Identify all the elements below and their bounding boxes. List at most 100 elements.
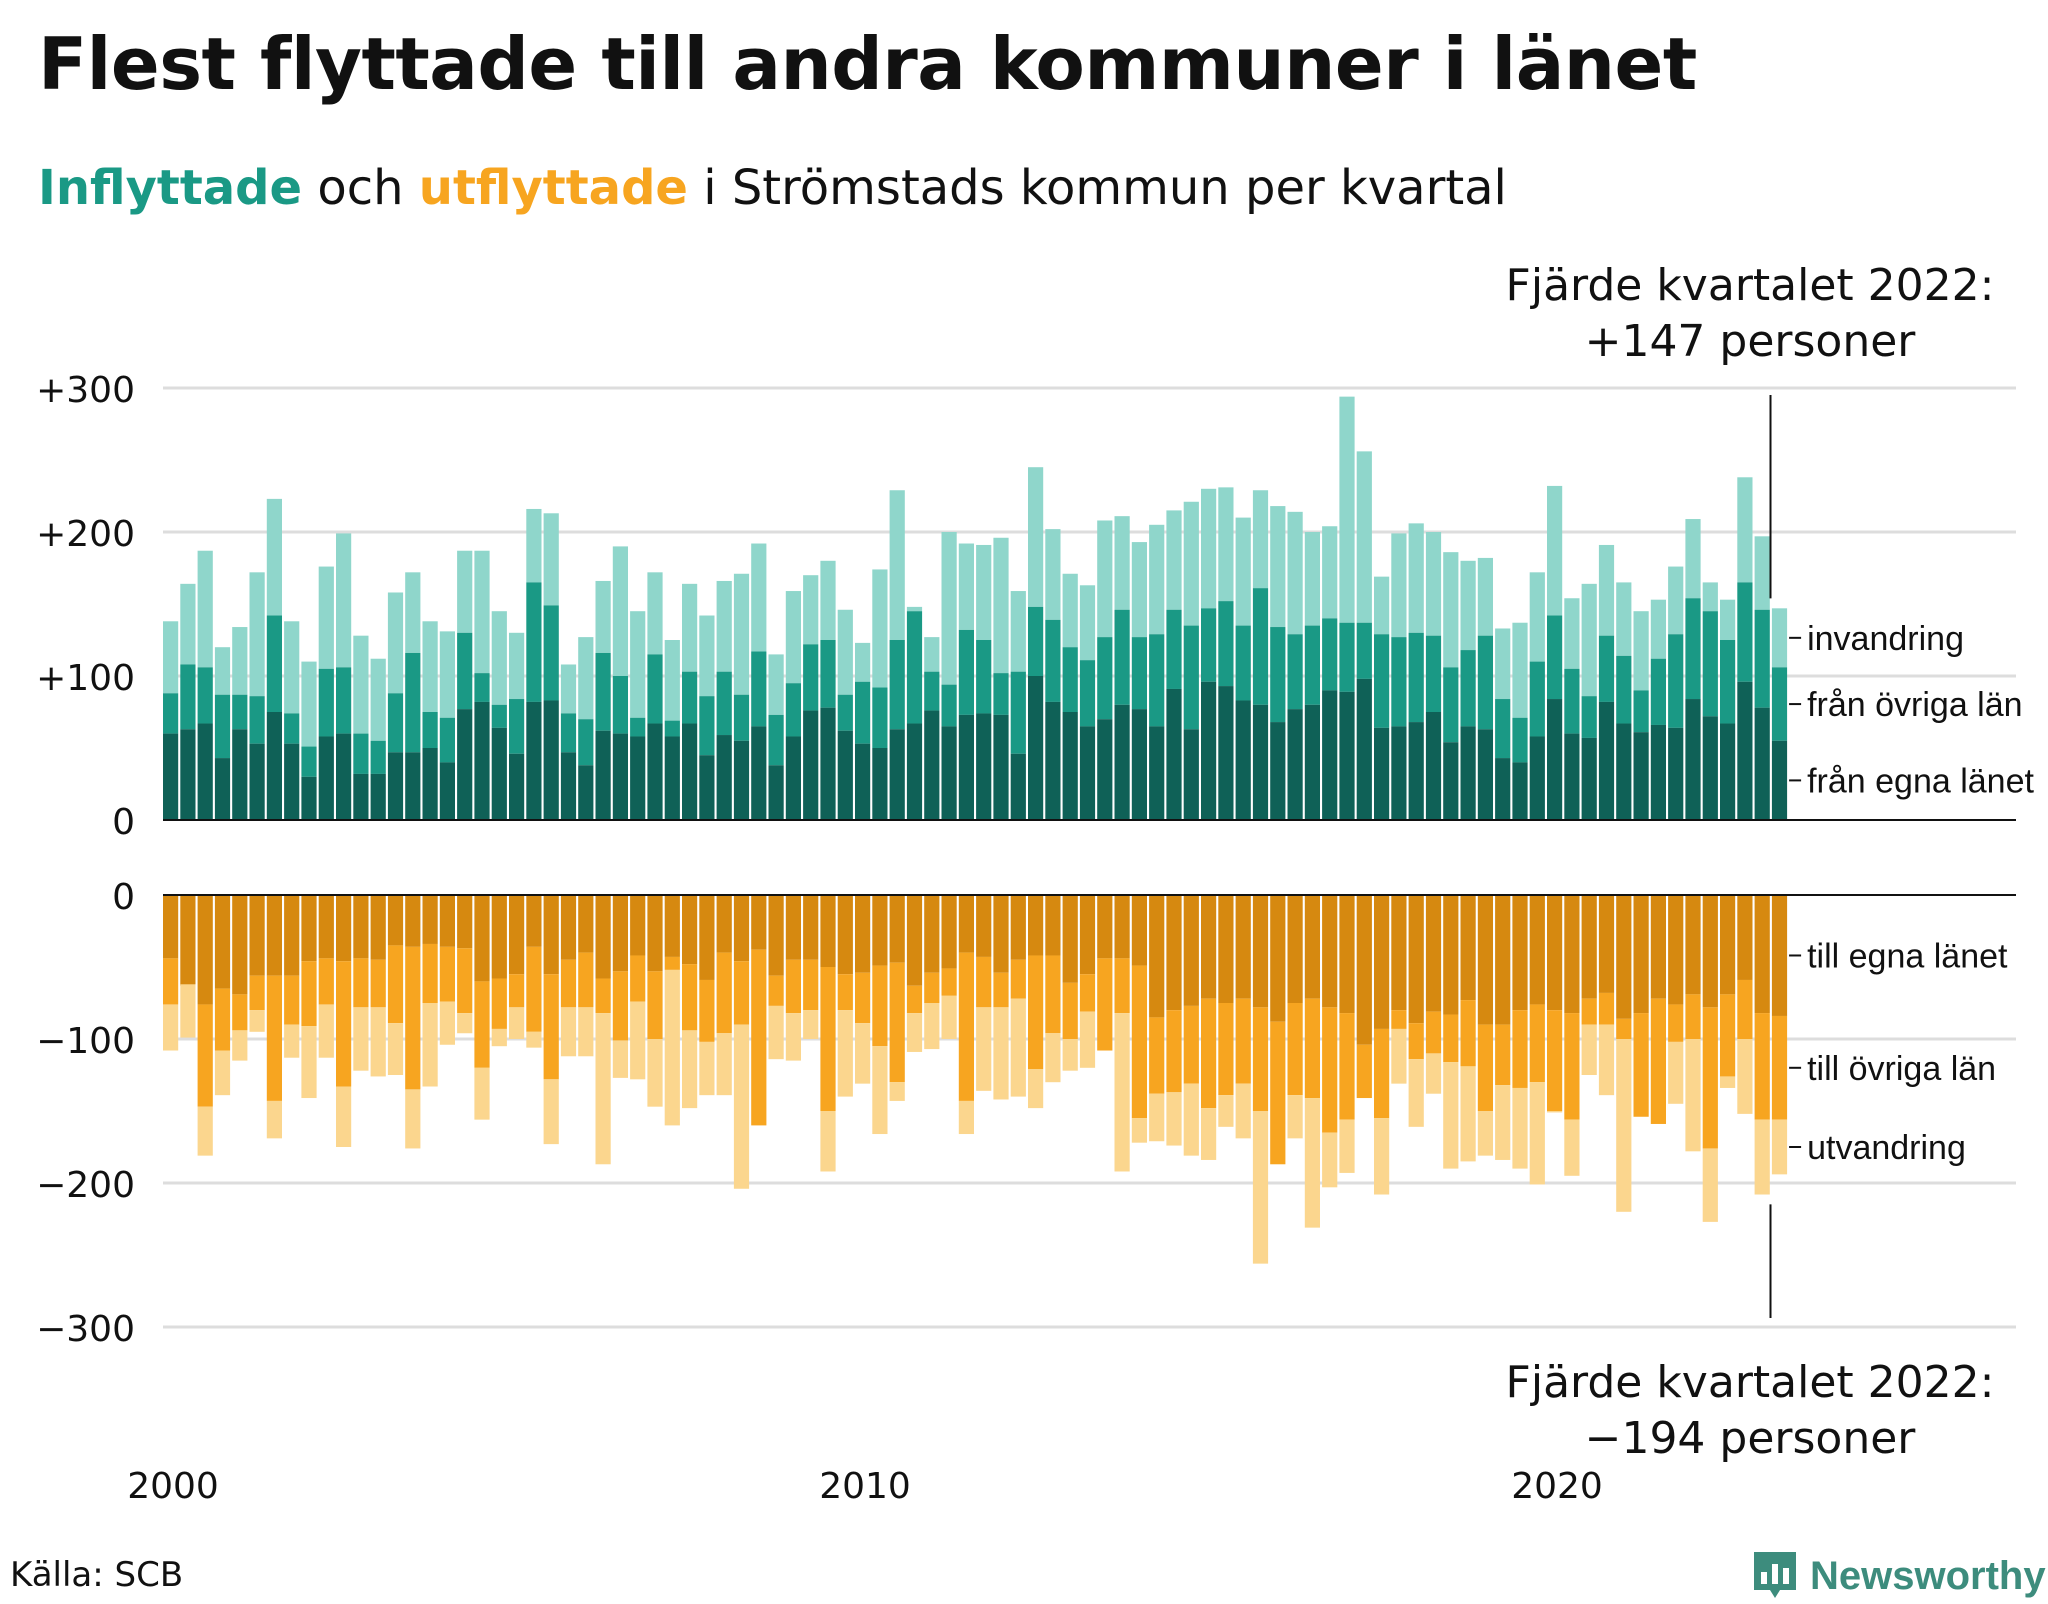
bar-till-egna-lanet (526, 895, 542, 947)
bar-till-ovriga-lan (1616, 1018, 1632, 1039)
bar-till-ovriga-lan (336, 961, 352, 1087)
bar-fran-egna-lanet (837, 730, 853, 820)
bar-invandring (820, 560, 836, 640)
bar-fran-egna-lanet (1581, 737, 1597, 820)
bar-fran-ovriga-lan (1771, 667, 1788, 741)
bar-till-ovriga-lan (232, 994, 248, 1031)
bar-till-ovriga-lan (560, 959, 577, 1008)
bar-till-egna-lanet (1010, 895, 1026, 960)
bar-fran-ovriga-lan (197, 667, 213, 724)
bar-till-ovriga-lan (578, 952, 594, 1008)
bar-till-ovriga-lan (1270, 1021, 1286, 1165)
bar-till-egna-lanet (1754, 895, 1770, 1014)
bar-utvandring (1771, 1119, 1788, 1175)
bar-till-ovriga-lan (1771, 1015, 1788, 1120)
bar-till-egna-lanet (1339, 895, 1355, 1014)
bar-fran-ovriga-lan (889, 640, 905, 730)
bar-till-ovriga-lan (526, 946, 542, 1032)
bar-till-egna-lanet (457, 895, 473, 949)
bar-till-egna-lanet (1443, 895, 1459, 1015)
bar-till-ovriga-lan (855, 972, 871, 1024)
bar-fran-egna-lanet (1287, 709, 1303, 820)
bar-till-ovriga-lan (837, 974, 853, 1011)
bar-till-egna-lanet (474, 895, 490, 982)
bar-fran-egna-lanet (526, 701, 542, 820)
bar-utvandring (1166, 1092, 1182, 1146)
bar-fran-egna-lanet (457, 709, 473, 820)
bar-utvandring (820, 1111, 836, 1172)
bar-fran-egna-lanet (1685, 699, 1701, 820)
bar-utvandring (1754, 1119, 1770, 1195)
y-tick-label: +200 (36, 514, 135, 555)
chart-title: Flest flyttade till andra kommuner i län… (38, 22, 1697, 106)
bar-till-ovriga-lan (976, 956, 992, 1008)
bar-fran-egna-lanet (872, 748, 888, 820)
bar-fran-egna-lanet (266, 712, 282, 820)
bar-till-egna-lanet (630, 895, 646, 956)
bar-fran-egna-lanet (1270, 722, 1286, 820)
bar-invandring (284, 621, 300, 714)
bar-till-egna-lanet (820, 895, 836, 967)
bar-utvandring (249, 1010, 265, 1032)
bar-till-egna-lanet (1252, 895, 1269, 1008)
bar-utvandring (1183, 1083, 1199, 1156)
bar-fran-egna-lanet (249, 743, 265, 820)
bar-utvandring (906, 1013, 923, 1052)
bar-fran-egna-lanet (1149, 726, 1165, 820)
bar-fran-egna-lanet (1183, 729, 1199, 820)
bar-fran-egna-lanet (1633, 732, 1649, 820)
bar-utvandring (872, 1046, 888, 1135)
bar-invandring (387, 592, 404, 694)
bar-fran-egna-lanet (474, 701, 490, 820)
newsworthy-logo[interactable]: Newsworthy (1750, 1548, 2046, 1604)
bar-invandring (906, 606, 923, 612)
bar-utvandring (1218, 1095, 1234, 1127)
bar-invandring (1512, 622, 1528, 718)
bar-invandring (180, 583, 196, 665)
bar-fran-ovriga-lan (1598, 635, 1615, 702)
bar-invandring (941, 532, 957, 685)
bar-fran-egna-lanet (232, 729, 248, 820)
bar-invandring (699, 615, 715, 697)
bar-till-ovriga-lan (1598, 992, 1615, 1025)
bar-utvandring (163, 1004, 179, 1051)
bar-utvandring (1495, 1085, 1511, 1160)
callout-latest-out: Fjärde kvartalet 2022: −194 personer (1490, 1355, 2010, 1467)
bar-fran-egna-lanet (1062, 712, 1078, 820)
bar-till-ovriga-lan (1097, 958, 1113, 1051)
bar-till-egna-lanet (1616, 895, 1632, 1019)
bar-till-egna-lanet (1166, 895, 1182, 1011)
bar-till-egna-lanet (197, 895, 213, 1005)
bar-till-ovriga-lan (491, 978, 507, 1029)
bar-invandring (751, 543, 767, 652)
bar-till-egna-lanet (889, 895, 905, 963)
bar-fran-ovriga-lan (232, 694, 248, 730)
bar-till-ovriga-lan (1391, 1010, 1407, 1029)
bar-fran-egna-lanet (197, 723, 213, 820)
bar-fran-egna-lanet (180, 729, 196, 820)
bar-fran-egna-lanet (1547, 699, 1563, 820)
bar-utvandring (318, 1004, 334, 1058)
bar-utvandring (612, 1040, 628, 1078)
bar-fran-ovriga-lan (1495, 699, 1511, 759)
bar-fran-ovriga-lan (1650, 658, 1666, 725)
bar-till-ovriga-lan (1529, 1004, 1545, 1083)
bar-till-egna-lanet (1581, 895, 1597, 999)
bar-fran-ovriga-lan (976, 640, 992, 714)
bar-fran-ovriga-lan (560, 713, 577, 753)
bar-till-ovriga-lan (1633, 1013, 1649, 1117)
bar-till-egna-lanet (612, 895, 628, 972)
bar-utvandring (266, 1100, 282, 1139)
bar-fran-egna-lanet (682, 723, 698, 820)
bar-fran-egna-lanet (1425, 712, 1442, 820)
bar-fran-ovriga-lan (1425, 635, 1442, 712)
bar-fran-ovriga-lan (872, 687, 888, 748)
bar-fran-ovriga-lan (457, 632, 473, 710)
bar-invandring (163, 621, 179, 694)
bar-till-ovriga-lan (1477, 1024, 1493, 1111)
bar-utvandring (1131, 1118, 1147, 1143)
bar-fran-egna-lanet (1131, 709, 1147, 820)
bar-utvandring (1477, 1111, 1493, 1156)
bar-till-ovriga-lan (924, 972, 940, 1003)
bar-fran-ovriga-lan (733, 694, 750, 741)
